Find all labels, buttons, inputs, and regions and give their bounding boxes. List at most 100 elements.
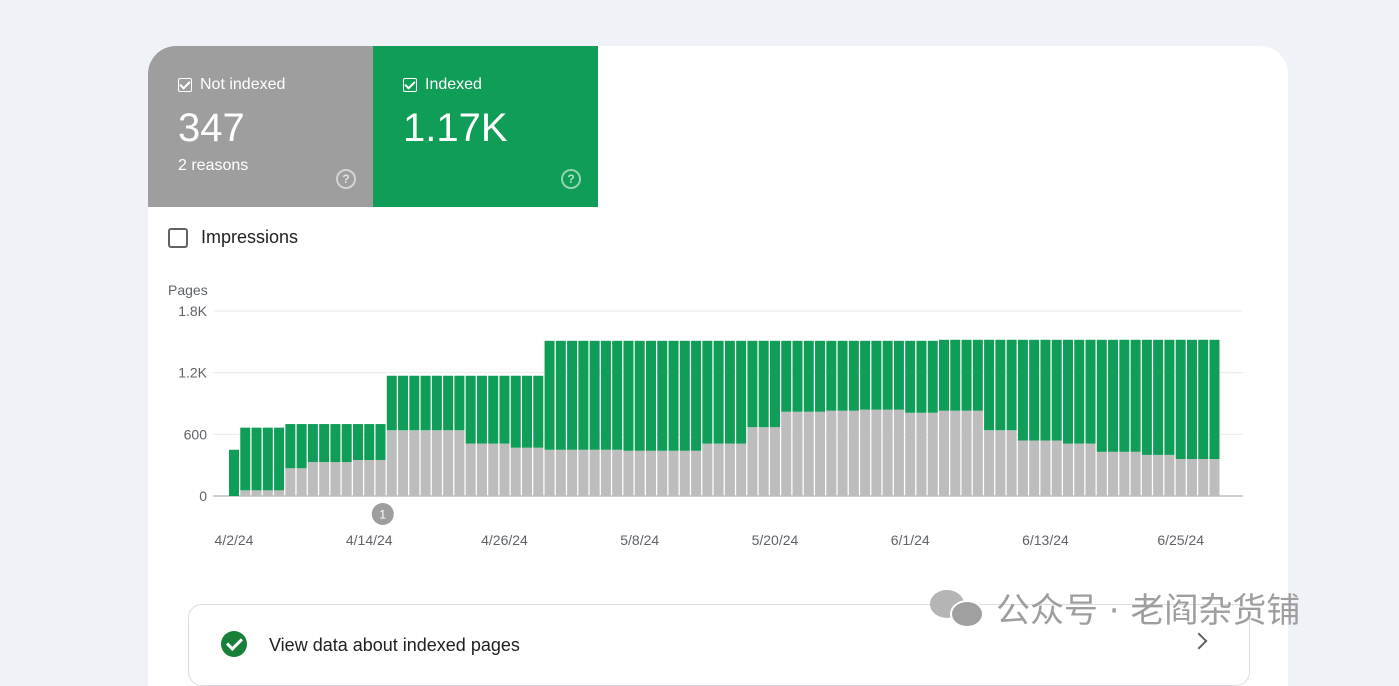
- bar-not-indexed-87[interactable]: [1209, 459, 1220, 496]
- bar-indexed-61[interactable]: [916, 340, 927, 413]
- bar-not-indexed-76[interactable]: [1085, 443, 1096, 496]
- bar-indexed-25[interactable]: [510, 375, 521, 448]
- bar-indexed-81[interactable]: [1141, 339, 1152, 455]
- bar-indexed-12[interactable]: [364, 424, 375, 461]
- bar-not-indexed-75[interactable]: [1074, 443, 1085, 496]
- bar-indexed-78[interactable]: [1108, 339, 1119, 452]
- bar-indexed-56[interactable]: [860, 340, 871, 410]
- bar-not-indexed-63[interactable]: [939, 410, 950, 496]
- bar-indexed-14[interactable]: [386, 375, 397, 431]
- bar-indexed-43[interactable]: [713, 340, 724, 444]
- bar-not-indexed-62[interactable]: [927, 412, 938, 496]
- bar-not-indexed-31[interactable]: [578, 449, 589, 496]
- bar-indexed-9[interactable]: [330, 424, 341, 463]
- bar-indexed-33[interactable]: [600, 340, 611, 450]
- bar-not-indexed-37[interactable]: [645, 450, 656, 496]
- bar-indexed-20[interactable]: [454, 375, 465, 431]
- bar-indexed-24[interactable]: [499, 375, 510, 444]
- bar-indexed-15[interactable]: [398, 375, 409, 431]
- bar-indexed-71[interactable]: [1029, 339, 1040, 441]
- bar-indexed-10[interactable]: [341, 424, 352, 463]
- bar-indexed-1[interactable]: [240, 427, 251, 491]
- impressions-toggle[interactable]: Impressions: [168, 227, 298, 248]
- bar-not-indexed-28[interactable]: [544, 449, 555, 496]
- not-indexed-tile[interactable]: Not indexed 347 2 reasons ?: [148, 46, 373, 207]
- bar-not-indexed-14[interactable]: [386, 430, 397, 496]
- bar-indexed-32[interactable]: [589, 340, 600, 450]
- bar-indexed-76[interactable]: [1085, 339, 1096, 444]
- help-icon[interactable]: ?: [336, 169, 356, 189]
- help-icon[interactable]: ?: [561, 169, 581, 189]
- bar-not-indexed-49[interactable]: [781, 411, 792, 496]
- bar-not-indexed-30[interactable]: [567, 449, 578, 496]
- bar-not-indexed-69[interactable]: [1006, 430, 1017, 496]
- bar-not-indexed-11[interactable]: [352, 460, 363, 496]
- bar-not-indexed-56[interactable]: [860, 409, 871, 496]
- bar-indexed-74[interactable]: [1062, 339, 1073, 444]
- bar-not-indexed-26[interactable]: [522, 447, 533, 496]
- bar-not-indexed-23[interactable]: [488, 443, 499, 496]
- bar-indexed-34[interactable]: [612, 340, 623, 450]
- bar-indexed-58[interactable]: [882, 340, 893, 410]
- bar-not-indexed-3[interactable]: [262, 490, 273, 496]
- bar-indexed-84[interactable]: [1175, 339, 1186, 459]
- bar-indexed-6[interactable]: [296, 424, 307, 469]
- bar-not-indexed-8[interactable]: [319, 462, 330, 496]
- bar-not-indexed-10[interactable]: [341, 462, 352, 496]
- bar-not-indexed-50[interactable]: [792, 411, 803, 496]
- bar-indexed-8[interactable]: [319, 424, 330, 463]
- bar-not-indexed-48[interactable]: [769, 427, 780, 496]
- bar-indexed-0[interactable]: [229, 449, 239, 496]
- bar-indexed-65[interactable]: [961, 339, 972, 411]
- bar-indexed-60[interactable]: [905, 340, 916, 413]
- bar-indexed-5[interactable]: [285, 424, 296, 469]
- bar-not-indexed-9[interactable]: [330, 462, 341, 496]
- bar-not-indexed-61[interactable]: [916, 412, 927, 496]
- bar-indexed-31[interactable]: [578, 340, 589, 450]
- bar-not-indexed-84[interactable]: [1175, 459, 1186, 496]
- bar-not-indexed-32[interactable]: [589, 449, 600, 496]
- bar-not-indexed-46[interactable]: [747, 427, 758, 496]
- bar-indexed-83[interactable]: [1164, 339, 1175, 455]
- bar-not-indexed-22[interactable]: [476, 443, 487, 496]
- bar-not-indexed-41[interactable]: [691, 450, 702, 496]
- bar-not-indexed-5[interactable]: [285, 468, 296, 496]
- bar-not-indexed-81[interactable]: [1141, 454, 1152, 496]
- bar-not-indexed-38[interactable]: [657, 450, 668, 496]
- bar-indexed-51[interactable]: [803, 340, 814, 412]
- bar-indexed-69[interactable]: [1006, 339, 1017, 431]
- bar-indexed-21[interactable]: [465, 375, 476, 444]
- bar-not-indexed-33[interactable]: [600, 449, 611, 496]
- bar-indexed-35[interactable]: [623, 340, 634, 451]
- bar-indexed-36[interactable]: [634, 340, 645, 451]
- bar-not-indexed-58[interactable]: [882, 409, 893, 496]
- bar-not-indexed-71[interactable]: [1029, 440, 1040, 497]
- bar-indexed-55[interactable]: [848, 340, 859, 411]
- bar-not-indexed-70[interactable]: [1017, 440, 1028, 497]
- bar-not-indexed-36[interactable]: [634, 450, 645, 496]
- bar-not-indexed-80[interactable]: [1130, 451, 1141, 496]
- bar-indexed-59[interactable]: [893, 340, 904, 410]
- bar-indexed-62[interactable]: [927, 340, 938, 413]
- bar-indexed-68[interactable]: [995, 339, 1006, 431]
- bar-indexed-73[interactable]: [1051, 339, 1062, 441]
- bar-indexed-41[interactable]: [691, 340, 702, 451]
- bar-indexed-53[interactable]: [826, 340, 837, 411]
- bar-not-indexed-72[interactable]: [1040, 440, 1051, 497]
- bar-indexed-85[interactable]: [1186, 339, 1197, 459]
- checkbox-checked-icon[interactable]: [178, 78, 192, 92]
- bar-indexed-23[interactable]: [488, 375, 499, 444]
- bar-not-indexed-67[interactable]: [984, 430, 995, 496]
- bar-not-indexed-78[interactable]: [1108, 451, 1119, 496]
- bar-indexed-22[interactable]: [476, 375, 487, 444]
- bar-not-indexed-7[interactable]: [307, 462, 318, 496]
- bar-not-indexed-43[interactable]: [713, 443, 724, 496]
- bar-indexed-57[interactable]: [871, 340, 882, 410]
- bar-not-indexed-86[interactable]: [1198, 459, 1209, 496]
- bar-indexed-40[interactable]: [679, 340, 690, 451]
- bar-not-indexed-19[interactable]: [443, 430, 454, 496]
- bar-not-indexed-13[interactable]: [375, 460, 386, 496]
- bar-not-indexed-83[interactable]: [1164, 454, 1175, 496]
- bar-not-indexed-77[interactable]: [1096, 451, 1107, 496]
- bar-indexed-63[interactable]: [939, 339, 950, 411]
